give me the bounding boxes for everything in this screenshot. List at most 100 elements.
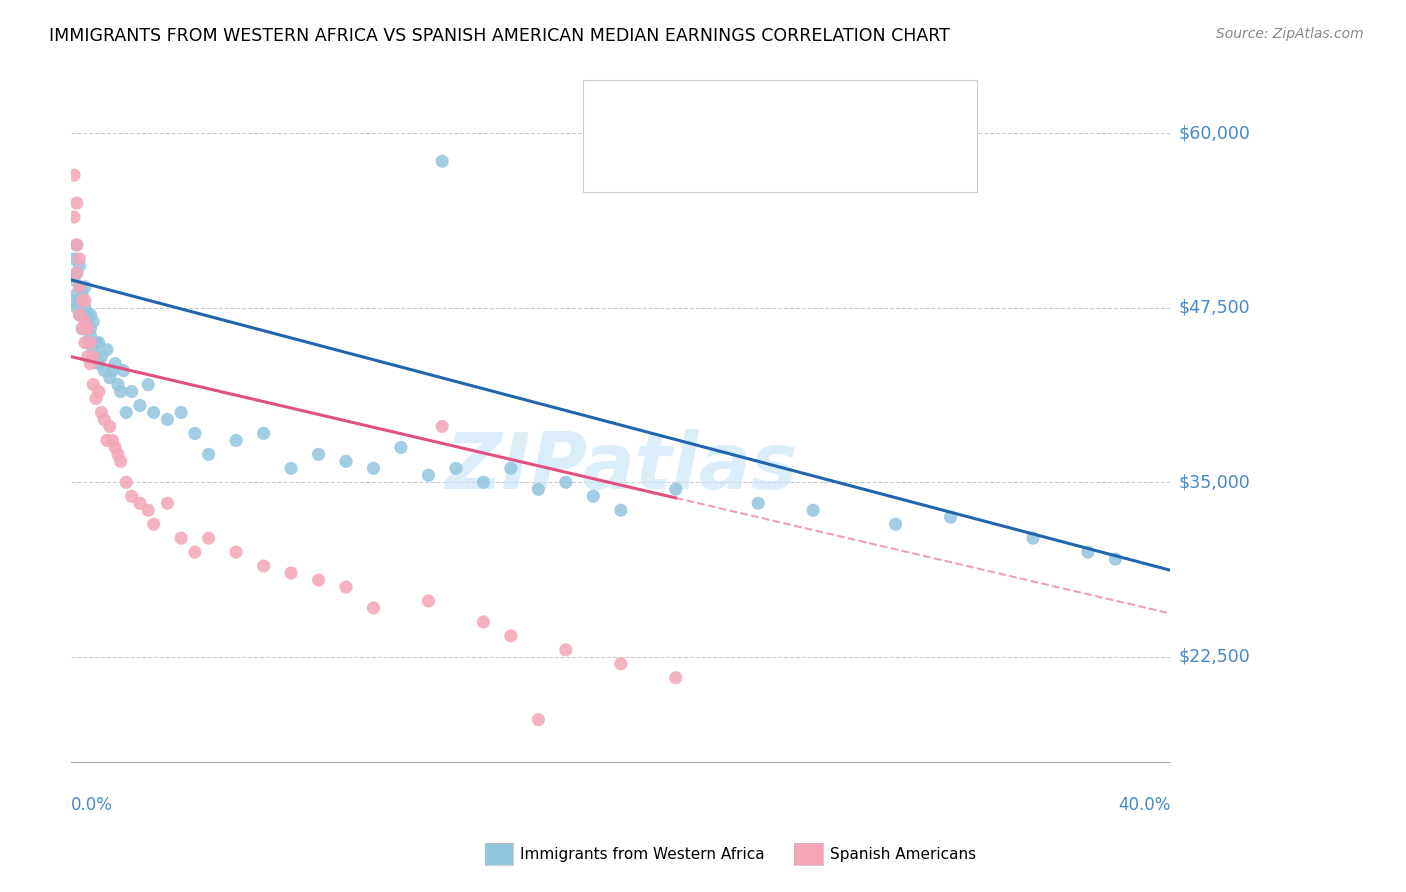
Point <box>527 713 550 727</box>
Text: R =: R = <box>647 147 686 165</box>
Point <box>115 405 138 419</box>
Point <box>225 434 247 448</box>
Point <box>79 322 101 336</box>
Point <box>70 322 93 336</box>
Point <box>96 434 118 448</box>
Point <box>747 496 769 510</box>
Point <box>104 441 127 455</box>
Point <box>107 377 129 392</box>
Point <box>170 531 193 545</box>
Point <box>90 405 112 419</box>
Point <box>527 483 550 497</box>
Point <box>1104 552 1126 566</box>
Point <box>432 154 454 169</box>
Point <box>136 377 159 392</box>
Point <box>73 280 96 294</box>
Point <box>884 517 907 532</box>
Point <box>129 496 152 510</box>
Point <box>197 531 219 545</box>
Point <box>76 308 98 322</box>
Point <box>69 280 91 294</box>
Point <box>73 301 96 315</box>
Point <box>389 441 412 455</box>
Text: N =: N = <box>801 147 841 165</box>
Point <box>70 286 93 301</box>
Point <box>66 266 89 280</box>
Point <box>308 447 330 461</box>
Point <box>101 434 124 448</box>
Text: 0.0%: 0.0% <box>72 797 112 814</box>
Point <box>79 357 101 371</box>
Point <box>79 335 101 350</box>
Point <box>66 196 89 211</box>
Point <box>184 545 207 559</box>
Point <box>1022 531 1045 545</box>
Point <box>69 252 91 266</box>
Point <box>63 210 86 224</box>
Point <box>582 489 605 503</box>
Point <box>472 475 495 490</box>
Point <box>121 384 143 399</box>
Point <box>308 573 330 587</box>
Point <box>69 280 91 294</box>
Point <box>104 357 127 371</box>
Point <box>93 412 115 426</box>
Point <box>66 301 89 315</box>
Text: 40.0%: 40.0% <box>1118 797 1170 814</box>
Point <box>101 363 124 377</box>
Point <box>73 315 96 329</box>
Point <box>156 496 179 510</box>
Point <box>70 293 93 308</box>
Point <box>84 392 107 406</box>
Text: $47,500: $47,500 <box>1178 299 1250 317</box>
Text: Source: ZipAtlas.com: Source: ZipAtlas.com <box>1216 27 1364 41</box>
Point <box>76 335 98 350</box>
Point <box>335 580 357 594</box>
Text: $35,000: $35,000 <box>1178 474 1250 491</box>
Point <box>129 399 152 413</box>
Text: 71: 71 <box>841 105 866 123</box>
Point <box>252 426 274 441</box>
Text: N =: N = <box>801 105 841 123</box>
Point <box>69 259 91 273</box>
Point <box>363 601 385 615</box>
Point <box>499 629 522 643</box>
Point <box>418 468 440 483</box>
Text: R =: R = <box>647 105 686 123</box>
Point <box>939 510 962 524</box>
Text: -0.558: -0.558 <box>689 105 754 123</box>
Point <box>112 363 135 377</box>
Point <box>110 454 132 468</box>
Point <box>156 412 179 426</box>
Point <box>801 503 824 517</box>
Point <box>63 252 86 266</box>
Point <box>76 350 98 364</box>
Point <box>142 405 165 419</box>
Point <box>70 322 93 336</box>
Point <box>610 657 633 671</box>
Text: 52: 52 <box>841 147 866 165</box>
Point <box>66 266 89 280</box>
Point <box>665 671 688 685</box>
Point <box>98 370 121 384</box>
Point <box>252 559 274 574</box>
Point <box>280 461 302 475</box>
Point <box>110 384 132 399</box>
Point <box>432 419 454 434</box>
Point <box>82 377 104 392</box>
Point <box>142 517 165 532</box>
Point <box>82 315 104 329</box>
Point <box>70 308 93 322</box>
Point <box>79 328 101 343</box>
Text: $22,500: $22,500 <box>1178 648 1250 665</box>
Point <box>87 357 110 371</box>
Text: Spanish Americans: Spanish Americans <box>830 847 976 862</box>
Point <box>98 419 121 434</box>
Point <box>76 315 98 329</box>
Point <box>121 489 143 503</box>
Point <box>1077 545 1099 559</box>
Point <box>66 286 89 301</box>
Point <box>136 503 159 517</box>
Point <box>84 335 107 350</box>
Point <box>69 308 91 322</box>
